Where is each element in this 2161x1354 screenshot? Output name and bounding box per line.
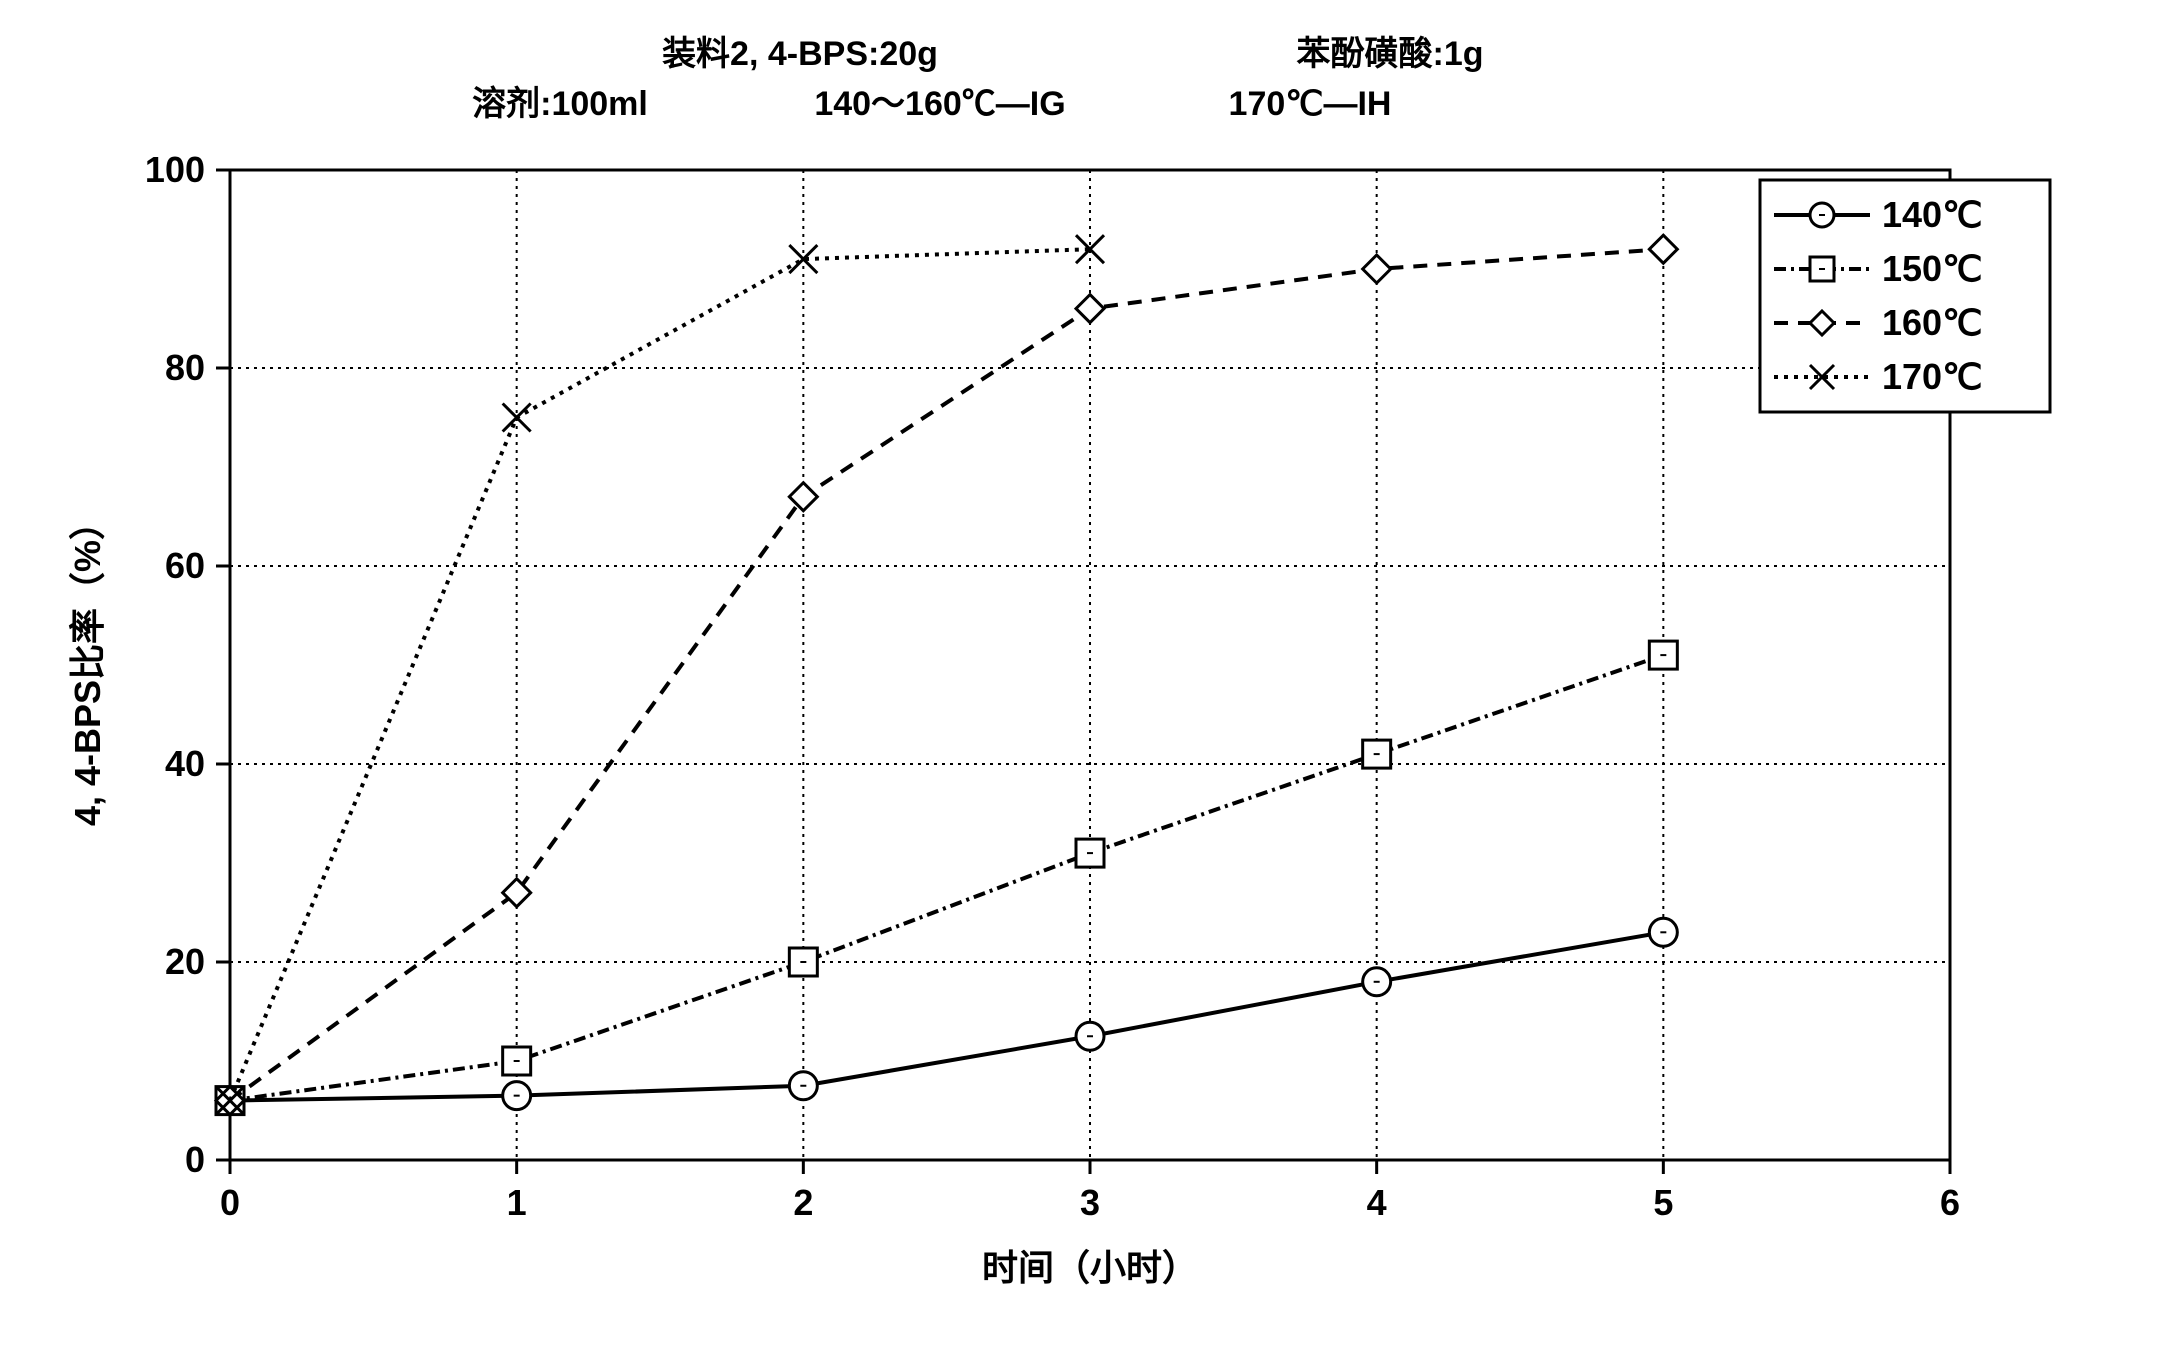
title-line2-a: 溶剂:100ml	[472, 85, 648, 123]
xtick-label: 1	[507, 1182, 527, 1223]
ytick-label: 0	[185, 1139, 205, 1180]
title-line2-b: 140～160℃—IG	[814, 85, 1065, 123]
ytick-label: 80	[165, 347, 205, 388]
x-axis-label: 时间（小时）	[982, 1247, 1198, 1288]
ytick-label: 40	[165, 743, 205, 784]
series-line	[230, 249, 1663, 1100]
xtick-label: 4	[1367, 1182, 1387, 1223]
legend-label: 150℃	[1882, 248, 1983, 289]
line-chart: 装料2, 4-BPS:20g 苯酚磺酸:1g 溶剂:100ml 140～160℃—IG…	[20, 20, 2161, 1334]
chart-container: 装料2, 4-BPS:20g 苯酚磺酸:1g 溶剂:100ml 140～160℃—IG…	[20, 20, 2161, 1334]
ytick-label: 60	[165, 545, 205, 586]
xtick-label: 0	[220, 1182, 240, 1223]
legend-label: 140℃	[1882, 194, 1983, 235]
ytick-label: 100	[145, 149, 205, 190]
title-line1-right: 苯酚磺酸:1g	[1297, 35, 1484, 73]
title-line1-left: 装料2, 4-BPS:20g	[662, 35, 938, 73]
xtick-label: 2	[793, 1182, 813, 1223]
xtick-label: 6	[1940, 1182, 1960, 1223]
y-axis-label: 4, 4-BPS比率（%）	[67, 504, 108, 826]
title-line2-c: 170℃—IH	[1229, 85, 1392, 123]
series-line	[230, 932, 1663, 1100]
xtick-label: 5	[1653, 1182, 1673, 1223]
ytick-label: 20	[165, 941, 205, 982]
xtick-label: 3	[1080, 1182, 1100, 1223]
legend-label: 170℃	[1882, 356, 1983, 397]
series-line	[230, 655, 1663, 1101]
series-line	[230, 249, 1090, 1100]
legend-label: 160℃	[1882, 302, 1983, 343]
